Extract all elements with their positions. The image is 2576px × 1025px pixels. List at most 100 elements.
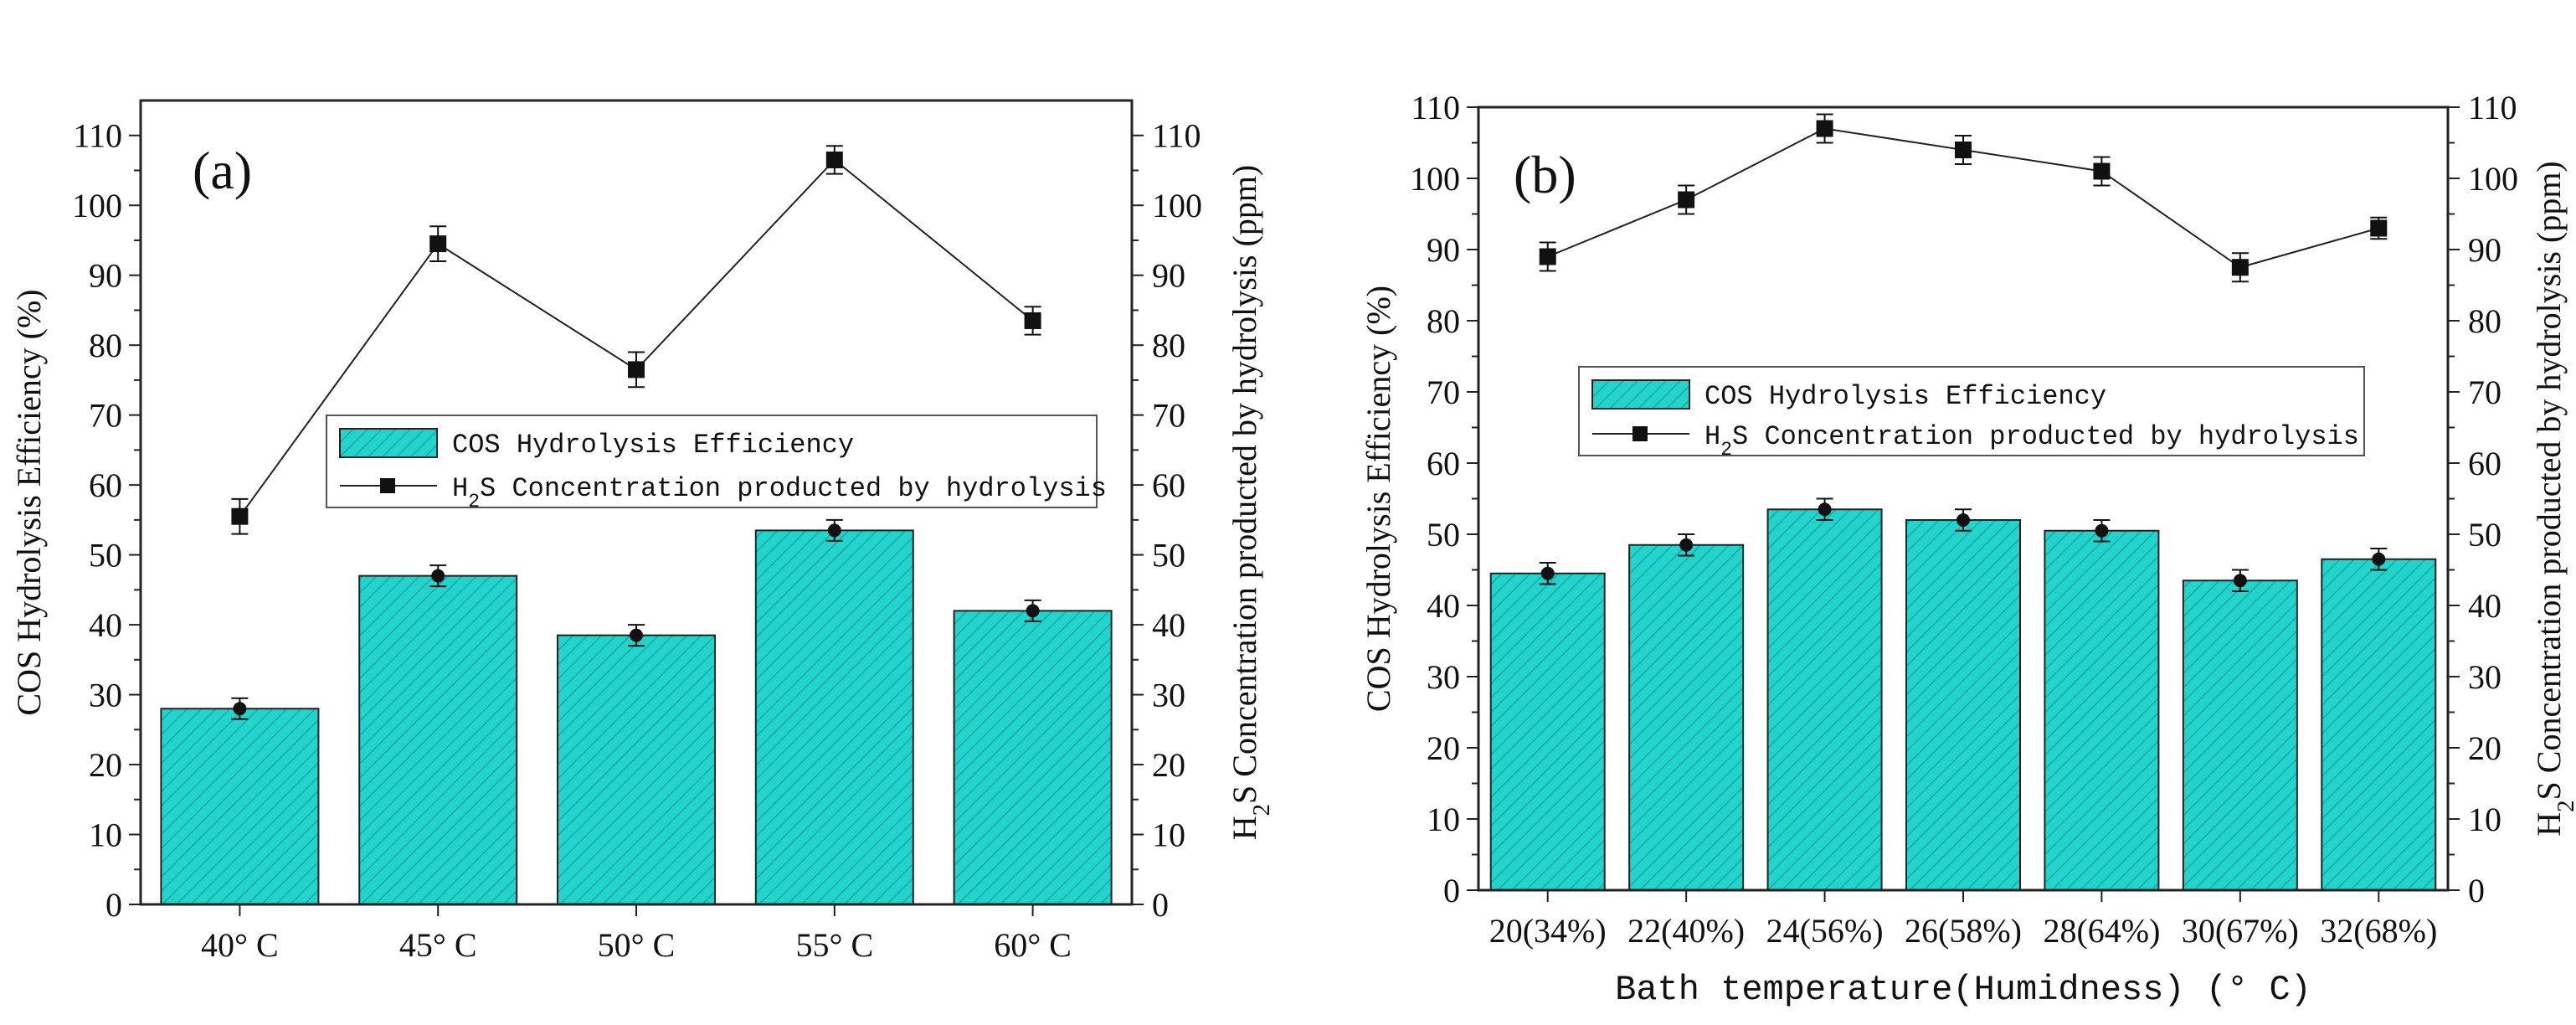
y2-tick-label: 50 — [2468, 516, 2501, 554]
bar — [2321, 558, 2437, 891]
y2-tick-label: 0 — [2468, 872, 2485, 909]
y-axis-title: COS Hydrolysis Efficiency (%) — [10, 289, 48, 715]
bar-mean-marker — [233, 702, 247, 716]
y-tick-label: 60 — [1427, 445, 1460, 482]
y-tick-label: 110 — [1411, 89, 1460, 126]
panel-b: 0 0 10 10 20 20 30 30 40 40 50 50 60 60 70 70 80 80 90 90 10… — [1360, 89, 2576, 1010]
y-tick-label: 30 — [1427, 658, 1460, 696]
y2-tick-label: 60 — [1152, 466, 1185, 504]
y2-tick-label: 40 — [2468, 587, 2501, 625]
x-tick-label: 55° C — [795, 926, 873, 964]
legend-bar-label: COS Hydrolysis Efficiency — [1704, 381, 2106, 412]
y-tick-label: 50 — [89, 537, 122, 574]
y2-tick-label: 20 — [2468, 729, 2501, 767]
bar-mean-marker — [630, 628, 643, 642]
y2-tick-label: 90 — [1152, 257, 1185, 295]
legend-box — [326, 415, 1098, 508]
x-tick-label: 26(58%) — [1905, 912, 2022, 950]
bar — [2182, 579, 2298, 891]
bar — [557, 634, 716, 905]
y-tick-label: 40 — [1427, 587, 1460, 625]
bar — [1628, 543, 1745, 891]
legend: COS Hydrolysis Efficiency H2S Concentrati… — [1578, 366, 2365, 461]
bar-mean-marker — [2372, 552, 2386, 566]
bar — [160, 708, 320, 905]
legend-line-label: H2S Concentration producted by hydrolysi… — [452, 473, 1107, 512]
y-tick-label: 20 — [89, 746, 122, 784]
y-tick-label: 70 — [1427, 373, 1460, 411]
x-tick-label: 32(68%) — [2320, 912, 2437, 950]
x-tick-label: 60° C — [994, 926, 1072, 964]
bar-mean-marker — [1956, 513, 1970, 527]
h2s-point — [628, 361, 645, 379]
h2s-point — [1955, 142, 1972, 158]
x-tick-label: 30(67%) — [2182, 912, 2299, 950]
bar-mean-marker — [1679, 538, 1694, 552]
bar — [358, 574, 518, 905]
bar-mean-marker — [2095, 523, 2109, 538]
y2-tick-label: 110 — [1152, 117, 1201, 155]
h2s-point — [2370, 219, 2388, 237]
x-tick-label: 45° C — [399, 926, 477, 964]
panel-label: (a) — [193, 141, 252, 200]
h2s-point — [1024, 312, 1041, 329]
h2s-point — [2231, 259, 2249, 276]
y2-tick-label: 100 — [1152, 187, 1202, 224]
y-tick-label: 40 — [89, 606, 122, 644]
y2-tick-label: 60 — [2468, 445, 2501, 482]
legend-line-label: H2S Concentration producted by hydrolysi… — [1704, 421, 2359, 461]
bar-mean-marker — [1540, 566, 1555, 580]
chart-root: 0 0 10 10 20 20 30 30 40 40 50 50 60 60 70 70 80 80 90 90 10… — [10, 89, 2576, 1010]
h2s-point — [1816, 120, 1833, 137]
h2s-point — [429, 235, 447, 253]
h2s-point — [231, 507, 249, 525]
y-tick-label: 100 — [1410, 160, 1460, 198]
y2-tick-label: 30 — [1152, 677, 1185, 714]
panel-label: (b) — [1514, 145, 1576, 204]
y2-tick-label: 70 — [1152, 397, 1185, 435]
y2-tick-label: 10 — [1152, 816, 1185, 854]
bar — [953, 610, 1113, 905]
y-tick-label: 0 — [105, 886, 122, 924]
bar-mean-marker — [1026, 604, 1040, 618]
y-tick-label: 80 — [1427, 302, 1460, 340]
legend: COS Hydrolysis Efficiency H2S Concentrati… — [326, 415, 1107, 512]
y2-tick-label: 20 — [1152, 746, 1185, 784]
bar — [1766, 508, 1883, 891]
x-tick-label: 22(40%) — [1627, 912, 1745, 950]
y-tick-label: 10 — [1427, 801, 1460, 838]
h2s-point — [1539, 248, 1556, 265]
y2-tick-label: 100 — [2468, 160, 2518, 198]
panel-a: 0 0 10 10 20 20 30 30 40 40 50 50 60 60 70 70 80 80 90 90 10… — [10, 99, 1275, 964]
legend-bar-swatch — [1591, 379, 1690, 409]
y2-tick-label: 40 — [1152, 606, 1185, 644]
h2s-point — [825, 151, 843, 168]
x-axis-title: Bath temperature(Humidness) (° C) — [1615, 970, 2311, 1010]
y2-tick-label: 0 — [1152, 886, 1169, 924]
legend-bar-label: COS Hydrolysis Efficiency — [452, 430, 854, 461]
bar-mean-marker — [2233, 574, 2247, 588]
y2-tick-label: 80 — [2468, 302, 2501, 340]
y2-tick-label: 110 — [2468, 89, 2517, 126]
y-tick-label: 20 — [1427, 729, 1460, 767]
bar — [1489, 572, 1606, 891]
x-tick-label: 40° C — [201, 926, 279, 964]
y2-tick-label: 90 — [2468, 231, 2501, 269]
h2s-point — [2093, 162, 2111, 180]
legend-line-marker — [380, 478, 395, 493]
y-tick-label: 100 — [72, 187, 122, 224]
h2s-point — [1678, 191, 1695, 209]
y2-tick-label: 50 — [1152, 537, 1185, 574]
y-tick-label: 50 — [1427, 516, 1460, 554]
x-tick-label: 28(64%) — [2043, 912, 2160, 950]
y2-tick-label: 80 — [1152, 327, 1185, 364]
y-axis-title: COS Hydrolysis Efficiency (%) — [1360, 286, 1397, 712]
y-tick-label: 90 — [1427, 231, 1460, 269]
bar-mean-marker — [1818, 502, 1832, 517]
y2-tick-label: 10 — [2468, 801, 2501, 838]
legend-bar-swatch — [339, 428, 438, 458]
y2-axis-title: H2S Concentration producted by hydrolysi… — [2530, 161, 2576, 837]
x-tick-label: 50° C — [598, 926, 676, 964]
y-tick-label: 90 — [89, 257, 122, 295]
